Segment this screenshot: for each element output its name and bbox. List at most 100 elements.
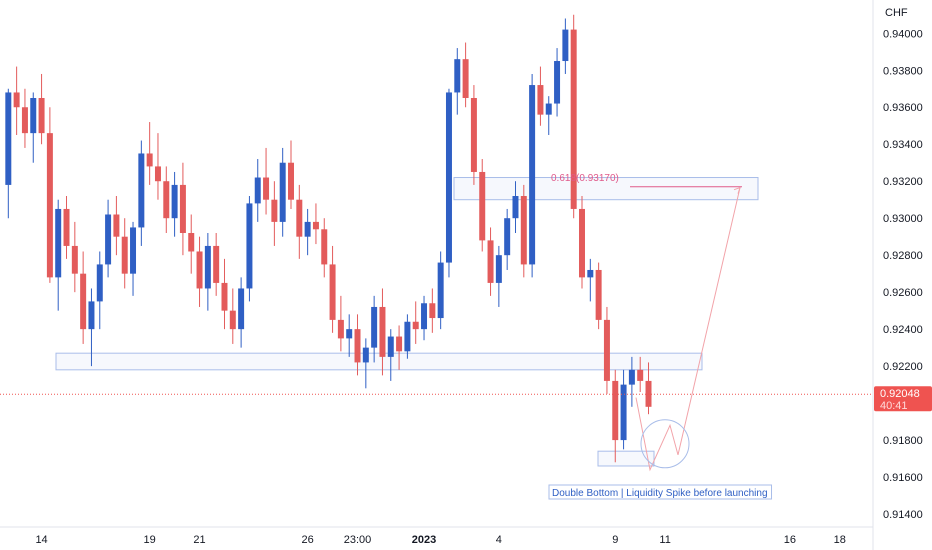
candle-body [387, 336, 394, 357]
candle [263, 147, 270, 215]
candle-body [329, 264, 336, 320]
candle-body [121, 236, 128, 274]
candle-body [612, 380, 619, 441]
price-tick-label: 0.93600 [883, 102, 923, 114]
candle [595, 262, 602, 330]
candle-body [179, 184, 186, 233]
candle [421, 295, 428, 341]
drawing-annotations: 0.618(0.93170) Double Bottom | Liquidity … [0, 173, 873, 500]
candle [96, 251, 103, 330]
price-tick-label: 0.92800 [883, 250, 923, 262]
candle [495, 245, 502, 307]
candle-body [304, 221, 311, 237]
time-tick-label: 14 [35, 534, 47, 546]
candle-body [271, 199, 278, 222]
candle-body [529, 85, 536, 265]
candle-body [437, 262, 444, 319]
candle [462, 42, 469, 108]
candle [529, 73, 536, 278]
candle [38, 73, 45, 145]
candle-body [512, 196, 519, 219]
candle-body [396, 336, 403, 352]
candle [412, 301, 419, 344]
candle-body [46, 133, 53, 278]
candle-body [238, 288, 245, 330]
candle-body [229, 310, 236, 330]
candle [21, 88, 28, 148]
candle-series [5, 14, 652, 463]
candle [312, 203, 319, 245]
candle [5, 88, 12, 219]
candle [562, 18, 569, 74]
price-axis[interactable]: 0.94000 0.93800 0.93600 0.93400 0.93200 0.930… [883, 28, 923, 521]
price-tick-label: 0.91400 [883, 509, 923, 521]
candle-body [470, 98, 477, 172]
candle [171, 171, 178, 237]
time-axis[interactable]: 14 19 21 26 23:00 2023 4 9 11 16 18 [35, 534, 845, 546]
candle-body [479, 171, 486, 241]
candle [246, 196, 253, 302]
last-price-badge: 0.92048 40:41 [874, 386, 932, 412]
double-bottom-zone [597, 450, 655, 467]
candle-body [628, 369, 635, 385]
candle-body [603, 319, 610, 381]
candle [470, 85, 477, 185]
candle [371, 295, 378, 363]
fib-level-label: 0.618(0.93170) [551, 173, 619, 184]
candle-body [30, 98, 37, 134]
support-zone [55, 352, 703, 371]
candle [296, 184, 303, 259]
candle-body [312, 221, 319, 230]
candle [628, 356, 635, 407]
candle-body [171, 184, 178, 219]
time-tick-label: 4 [496, 534, 502, 546]
price-badge-bg [874, 386, 932, 412]
candle [13, 66, 20, 135]
candle [238, 277, 245, 348]
candle-body [462, 59, 469, 99]
projection-arrow-head [733, 186, 741, 194]
note-box [548, 484, 773, 500]
candle-body [154, 166, 161, 182]
candle-body [71, 245, 78, 274]
candle-body [146, 153, 153, 167]
price-tick-label: 0.93200 [883, 176, 923, 188]
candle [512, 181, 519, 233]
candle-body [429, 303, 436, 319]
candle-body [130, 227, 137, 274]
projection-path [635, 187, 741, 472]
candle [445, 88, 452, 278]
candle-body [620, 384, 627, 441]
candle-body [454, 59, 461, 93]
candle [504, 208, 511, 270]
candle-body [221, 282, 228, 311]
candle [254, 159, 261, 222]
candle [520, 184, 527, 278]
candle-body [246, 203, 253, 289]
candle-body [263, 177, 270, 200]
candle-body [570, 29, 577, 209]
time-tick-label: 21 [193, 534, 205, 546]
candle [138, 140, 145, 246]
candle [554, 48, 561, 117]
candle [479, 159, 486, 252]
candle-body [371, 306, 378, 348]
candle [154, 133, 161, 200]
candle-body [537, 85, 544, 115]
price-tick-label: 0.92200 [883, 361, 923, 373]
candle-body [587, 269, 594, 278]
candle [537, 66, 544, 126]
candle [329, 245, 336, 333]
candle [229, 288, 236, 344]
candle [570, 14, 577, 219]
candle-body [288, 162, 294, 200]
candle-body [379, 306, 386, 357]
price-tick-label: 0.93400 [883, 139, 923, 151]
candle-body [504, 218, 511, 256]
candle [271, 181, 278, 246]
double-bottom-circle [640, 419, 690, 469]
candle [620, 369, 627, 450]
candle-body [279, 162, 286, 222]
candle-body [404, 321, 411, 352]
